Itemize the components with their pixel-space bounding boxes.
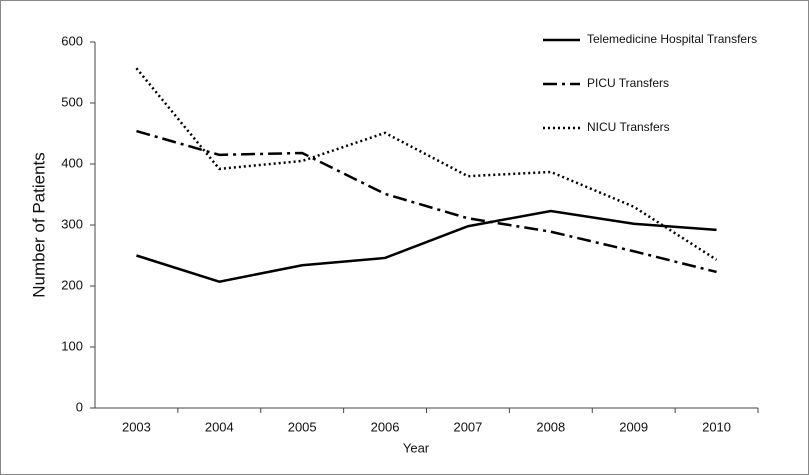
x-tick-label: 2004	[205, 419, 234, 434]
x-tick-label: 2005	[288, 419, 317, 434]
y-axis-title: Number of Patients	[29, 152, 48, 298]
x-tick-label: 2003	[122, 419, 151, 434]
x-axis-title: Year	[403, 440, 430, 455]
y-tick-label: 300	[61, 216, 83, 231]
legend-label: Telemedicine Hospital Transfers	[587, 32, 757, 46]
y-tick-label: 600	[61, 33, 83, 48]
x-tick-label: 2009	[619, 419, 648, 434]
y-tick-label: 0	[76, 399, 83, 414]
y-tick-label: 500	[61, 94, 83, 109]
y-tick-label: 200	[61, 277, 83, 292]
series-line	[136, 209, 717, 284]
x-tick-label: 2008	[536, 419, 565, 434]
series-line	[136, 129, 717, 274]
x-tick-label: 2007	[453, 419, 482, 434]
legend-label: NICU Transfers	[587, 120, 670, 134]
y-tick-label: 100	[61, 338, 83, 353]
y-tick-label: 400	[61, 155, 83, 170]
x-tick-label: 2010	[702, 419, 731, 434]
legend-label: PICU Transfers	[587, 76, 669, 90]
x-tick-label: 2006	[371, 419, 400, 434]
